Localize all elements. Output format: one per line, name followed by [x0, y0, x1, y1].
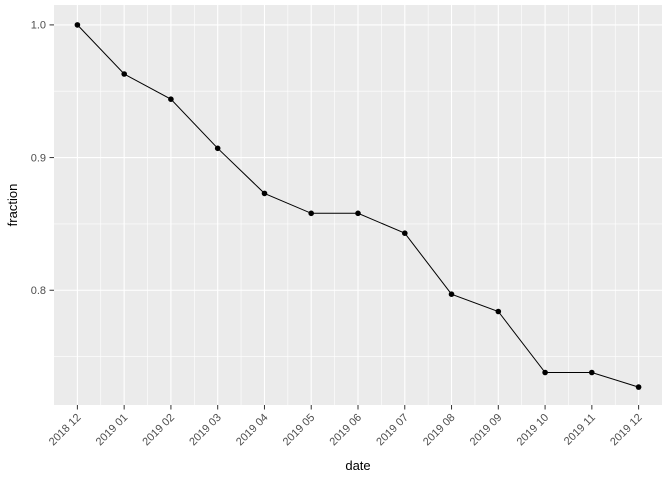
x-tick-label: 2019 04: [234, 412, 271, 449]
x-tick-label: 2019 06: [328, 412, 365, 449]
x-tick-label: 2019 11: [562, 412, 598, 448]
axis-ticks: [49, 24, 640, 410]
data-point: [589, 369, 595, 376]
y-axis-title: fraction: [5, 184, 20, 227]
x-tick-label: 2019 07: [374, 412, 411, 449]
data-point: [448, 291, 455, 298]
data-point: [261, 190, 268, 197]
data-series: [74, 22, 642, 390]
x-axis-title: date: [345, 458, 370, 473]
data-point: [214, 145, 221, 152]
x-tick-label: 2019 01: [94, 412, 131, 449]
data-point: [355, 210, 361, 217]
y-tick-label: 1.0: [31, 20, 46, 32]
x-tick-label: 2019 09: [468, 412, 505, 449]
gridlines-major: [54, 5, 662, 405]
data-point: [635, 384, 642, 390]
y-tick-label: 0.8: [31, 285, 46, 297]
x-tick-label: 2019 12: [608, 412, 645, 449]
data-point: [402, 230, 408, 236]
x-tick-label: 2019 10: [515, 412, 552, 449]
x-tick-label: 2018 12: [47, 412, 84, 449]
x-tick-label: 2019 08: [421, 412, 458, 449]
data-point: [168, 96, 174, 102]
data-point: [308, 210, 315, 217]
data-point: [74, 22, 81, 28]
x-tick-label: 2019 02: [140, 412, 177, 449]
x-tick-label: 2019 03: [187, 412, 224, 449]
y-tick-label: 0.9: [31, 152, 46, 164]
x-tick-label: 2019 05: [281, 412, 318, 449]
data-point: [495, 308, 502, 315]
data-point: [121, 71, 127, 77]
data-point: [542, 369, 548, 376]
